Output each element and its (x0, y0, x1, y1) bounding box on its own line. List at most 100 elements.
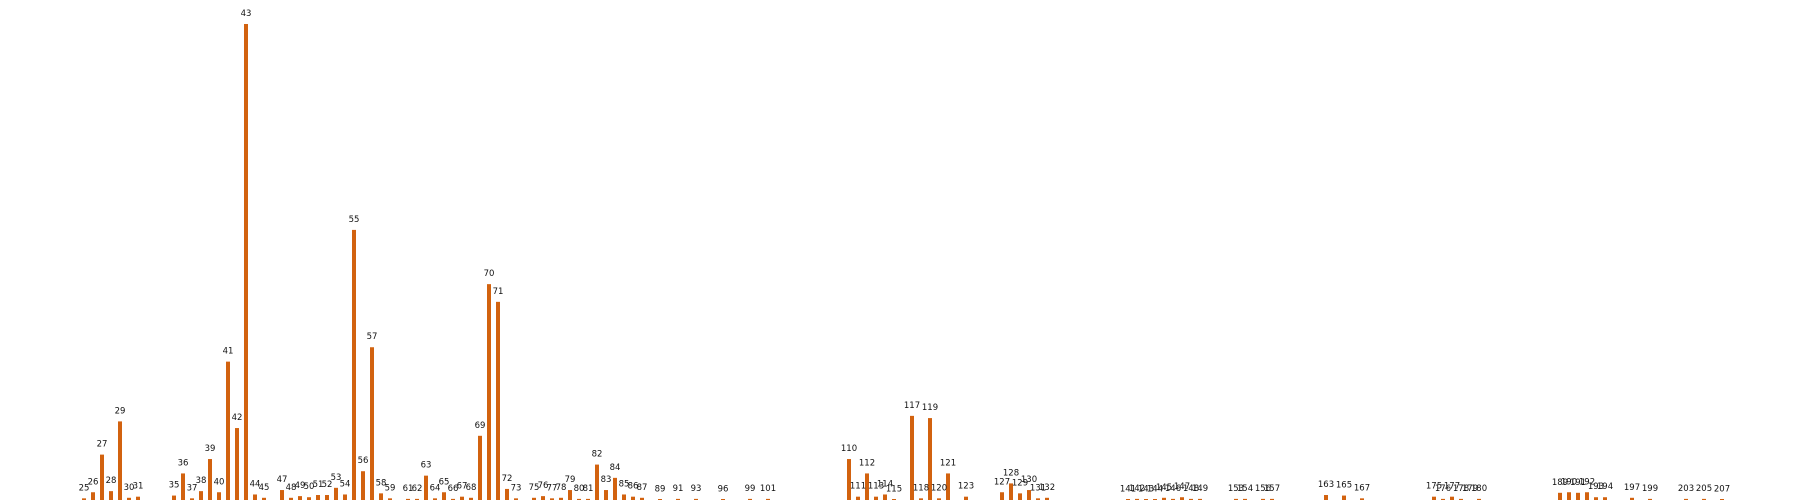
bar-label-55: 55 (349, 215, 360, 225)
bar-45 (262, 497, 266, 500)
bar-label-167: 167 (1354, 483, 1370, 493)
bar-30 (127, 497, 131, 500)
bar-label-120: 120 (931, 483, 947, 493)
bar-label-203: 203 (1678, 484, 1694, 494)
bar-label-76: 76 (538, 481, 549, 491)
bar-label-142: 142 (1129, 484, 1145, 494)
bar-154 (1243, 498, 1247, 500)
bar-40 (217, 492, 221, 500)
bar-label-45: 45 (259, 483, 270, 493)
bar-80 (577, 498, 581, 500)
bar-label-127: 127 (994, 477, 1010, 487)
bar-label-31: 31 (133, 482, 144, 492)
bar-163 (1324, 495, 1328, 500)
bar-label-65: 65 (439, 477, 450, 487)
bar-label-54: 54 (340, 479, 351, 489)
bar-label-86: 86 (628, 482, 639, 492)
bar-label-163: 163 (1318, 480, 1334, 490)
bar-label-80: 80 (574, 484, 585, 494)
bar-167 (1360, 498, 1364, 500)
bar-59 (388, 498, 392, 500)
bar-91 (676, 498, 680, 500)
bar-69 (478, 435, 482, 500)
bar-label-143: 143 (1138, 484, 1154, 494)
bar-label-38: 38 (196, 476, 207, 486)
bar-label-199: 199 (1642, 484, 1658, 494)
bar-61 (406, 498, 410, 500)
bar-180 (1477, 498, 1481, 500)
bar-39 (208, 459, 212, 500)
bar-label-119: 119 (922, 403, 938, 413)
bar-49 (298, 496, 302, 500)
bar-label-87: 87 (637, 483, 648, 493)
bar-48 (289, 497, 293, 500)
bar-71 (496, 301, 500, 500)
bar-176 (1441, 498, 1445, 500)
bar-70 (487, 284, 491, 500)
bar-label-157: 157 (1264, 484, 1280, 494)
bar-label-77: 77 (547, 483, 558, 493)
bar-81 (586, 498, 590, 500)
bar-label-175: 175 (1426, 482, 1442, 492)
bar-label-112: 112 (859, 458, 875, 468)
bar-label-190: 190 (1561, 477, 1577, 487)
bar-label-99: 99 (745, 484, 756, 494)
bar-label-58: 58 (376, 478, 387, 488)
bar-53 (334, 487, 338, 500)
bar-label-26: 26 (88, 477, 99, 487)
bar-label-41: 41 (223, 347, 234, 357)
bar-68 (469, 497, 473, 500)
bar-51 (316, 495, 320, 500)
bar-65 (442, 492, 446, 500)
bar-label-207: 207 (1714, 484, 1730, 494)
bar-label-144: 144 (1147, 484, 1163, 494)
bar-190 (1567, 492, 1571, 500)
bar-label-30: 30 (124, 483, 135, 493)
bar-label-52: 52 (322, 480, 333, 490)
bar-label-51: 51 (313, 480, 324, 490)
bar-58 (379, 493, 383, 500)
bar-132 (1045, 497, 1049, 500)
bar-63 (424, 475, 428, 500)
bar-83 (604, 490, 608, 500)
bar-193 (1594, 497, 1598, 500)
bar-145 (1162, 497, 1166, 500)
bar-165 (1342, 495, 1346, 500)
bar-130 (1027, 490, 1031, 500)
bar-50 (307, 497, 311, 500)
bar-label-73: 73 (511, 483, 522, 493)
bar-123 (964, 496, 968, 500)
bars-group (82, 24, 1724, 500)
bar-label-145: 145 (1156, 483, 1172, 493)
bar-175 (1432, 496, 1436, 500)
bar-label-47: 47 (277, 475, 288, 485)
bar-label-42: 42 (232, 413, 243, 423)
bar-label-59: 59 (385, 483, 396, 493)
bar-label-205: 205 (1696, 484, 1712, 494)
bar-label-48: 48 (286, 483, 297, 493)
bar-label-62: 62 (412, 484, 423, 494)
bar-label-36: 36 (178, 458, 189, 468)
bar-label-194: 194 (1597, 482, 1613, 492)
bar-label-49: 49 (295, 481, 306, 491)
bar-72 (505, 488, 509, 500)
bar-31 (136, 496, 140, 500)
bar-101 (766, 498, 770, 500)
bar-52 (325, 495, 329, 500)
bar-label-180: 180 (1471, 484, 1487, 494)
bar-148 (1189, 498, 1193, 500)
bar-label-131: 131 (1030, 483, 1046, 493)
bar-57 (370, 347, 374, 500)
bar-66 (451, 498, 455, 500)
bar-110 (847, 459, 851, 500)
bar-label-153: 153 (1228, 484, 1244, 494)
bar-label-81: 81 (583, 484, 594, 494)
bar-label-56: 56 (358, 456, 369, 466)
bar-label-64: 64 (430, 483, 441, 493)
bar-199 (1648, 498, 1652, 500)
bar-192 (1585, 492, 1589, 500)
bar-191 (1576, 492, 1580, 500)
bar-label-130: 130 (1021, 475, 1037, 485)
bar-label-40: 40 (214, 477, 225, 487)
bar-label-84: 84 (610, 463, 621, 473)
